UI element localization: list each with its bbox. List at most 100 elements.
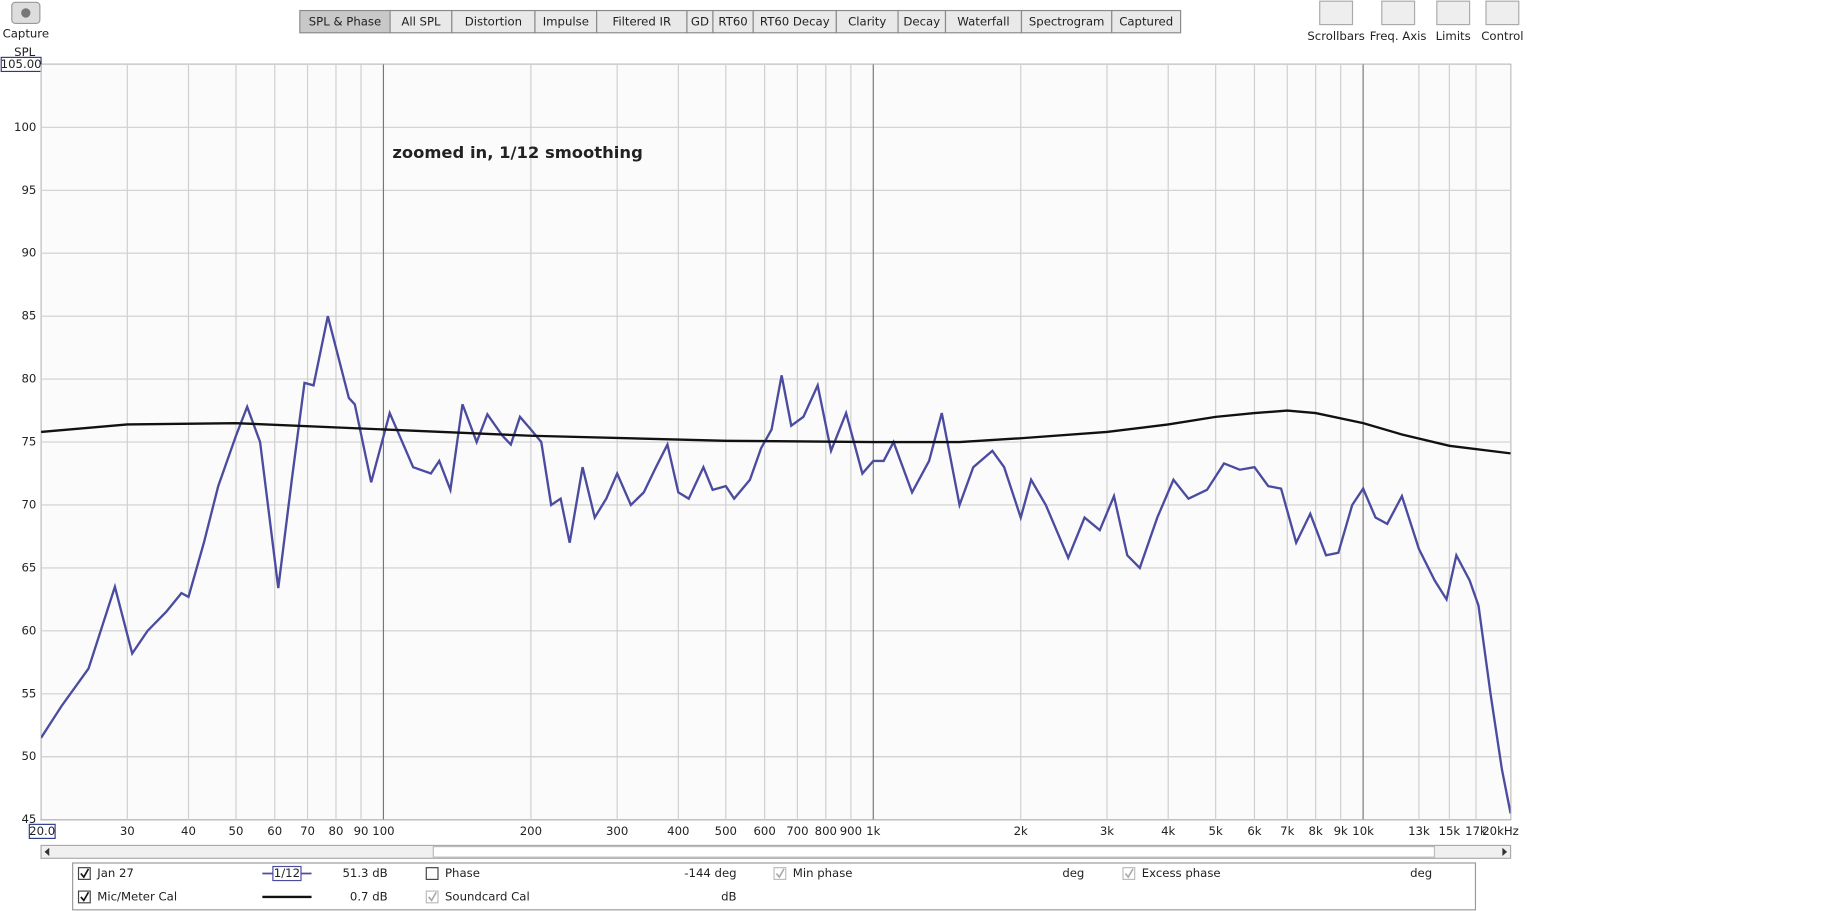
- checkbox[interactable]: [1122, 867, 1136, 880]
- x-tick-label: 40: [181, 824, 196, 838]
- check-mark: [1124, 868, 1134, 879]
- smoothing-label[interactable]: 1/12: [274, 866, 300, 880]
- legend-level: 51.3 dB: [342, 866, 387, 880]
- toolbar: Scrollbars Freq. Axis Limits Control: [1307, 0, 1524, 43]
- x-tick-label: 500: [715, 824, 737, 838]
- x-tick-label: 100: [372, 824, 394, 838]
- series-line: [41, 409, 1511, 455]
- tab-label[interactable]: Impulse: [543, 15, 589, 29]
- tab-label[interactable]: Captured: [1119, 15, 1173, 29]
- x-tick-label: 2k: [1014, 824, 1028, 838]
- tab-label[interactable]: Waterfall: [957, 15, 1009, 29]
- tool-icon[interactable]: [1381, 0, 1416, 26]
- annotation: zoomed in, 1/12 smoothing: [392, 143, 642, 162]
- x-tick-label: 7k: [1280, 824, 1294, 838]
- y-tick-label: 75: [21, 435, 36, 449]
- grid: 45 50 55 60 65 70 75 80 85 90 95 100 105.00 20.0 30 40 5…: [0, 56, 1519, 839]
- y-tick-label: 90: [21, 246, 36, 260]
- x-tick-label: 3k: [1100, 824, 1114, 838]
- scrollbar-thumb[interactable]: [432, 846, 1436, 858]
- x-tick-label: 15k: [1439, 824, 1461, 838]
- x-tick-label: 800: [815, 824, 837, 838]
- y-tick-label: 85: [21, 309, 36, 323]
- x-tick-label: 200: [520, 824, 542, 838]
- checkbox[interactable]: [77, 890, 91, 904]
- x-tick-label: 900: [840, 824, 862, 838]
- checkbox[interactable]: [773, 867, 787, 880]
- smoothing-box[interactable]: [272, 865, 302, 882]
- tab-label[interactable]: RT60: [718, 15, 747, 29]
- tab-label[interactable]: SPL & Phase: [309, 15, 381, 29]
- x-tick-label: 400: [667, 824, 689, 838]
- curves: [41, 315, 1511, 814]
- limit-box: [28, 823, 56, 839]
- tool-icon[interactable]: [1436, 0, 1471, 26]
- phase-label: Phase: [445, 866, 480, 880]
- min-phase-label: Min phase: [793, 866, 853, 880]
- y-tick-label: 70: [21, 497, 36, 511]
- tab-label[interactable]: Spectrogram: [1029, 15, 1105, 29]
- legend-name: Jan 27: [96, 866, 134, 880]
- legend-level: 0.7 dB: [350, 889, 388, 903]
- tool-icon[interactable]: [1319, 0, 1354, 26]
- tab[interactable]: [1111, 9, 1182, 34]
- tool-label[interactable]: Limits: [1436, 29, 1471, 43]
- check-mark: [80, 891, 90, 902]
- tool-icon[interactable]: [1485, 0, 1520, 26]
- legend-name: Mic/Meter Cal: [97, 889, 177, 903]
- excess-phase-label: Excess phase: [1142, 866, 1221, 880]
- x-tick-label: 30: [120, 824, 135, 838]
- x-tick-label: 80: [329, 824, 344, 838]
- x-tick-label: 700: [786, 824, 808, 838]
- tab-label[interactable]: Distortion: [465, 15, 522, 29]
- x-tick-label: 8k: [1309, 824, 1323, 838]
- x-tick-label: 13k: [1408, 824, 1430, 838]
- min-phase-unit: deg: [1062, 866, 1084, 880]
- tool-label[interactable]: Scrollbars: [1307, 29, 1365, 43]
- x-tick-label: 6k: [1247, 824, 1261, 838]
- y-tick-label: 95: [21, 183, 36, 197]
- legend: Jan 27 Mic/Meter Cal 1/12 51.3 dB 0.7 dB Phas…: [77, 865, 1432, 904]
- y-axis-label: SPL: [14, 45, 35, 59]
- check-mark: [775, 868, 785, 879]
- tab-label[interactable]: RT60 Decay: [760, 15, 830, 29]
- x-tick-label: 20kHz: [1482, 824, 1519, 838]
- tab-label[interactable]: GD: [691, 15, 709, 29]
- x-tick-label: 5k: [1209, 824, 1223, 838]
- checkbox[interactable]: [425, 890, 439, 904]
- x-tick-label: 600: [753, 824, 775, 838]
- series-line: [41, 315, 1511, 814]
- tab-bar: SPL & Phase All SPL Distortion Impulse Filte…: [299, 9, 1182, 34]
- soundcard-label: Soundcard Cal: [445, 889, 530, 903]
- check-mark: [80, 868, 90, 879]
- tab-label[interactable]: Filtered IR: [613, 15, 672, 29]
- x-tick-label: 4k: [1161, 824, 1175, 838]
- tool-label[interactable]: Control: [1481, 29, 1523, 43]
- x-tick-label: 17k: [1465, 824, 1487, 838]
- y-tick-label: 80: [21, 372, 36, 386]
- y-tick-label: 65: [21, 560, 36, 574]
- y-tick-label: 60: [21, 623, 36, 637]
- x-tick-label: 1k: [866, 824, 880, 838]
- checkbox[interactable]: [425, 867, 439, 880]
- y-tick-label: 45: [21, 812, 36, 826]
- checkbox[interactable]: [77, 867, 91, 880]
- excess-phase-unit: deg: [1410, 866, 1432, 880]
- x-tick-label: 10k: [1352, 824, 1374, 838]
- x-tick-label: 9k: [1334, 824, 1348, 838]
- tab-label[interactable]: All SPL: [401, 15, 441, 29]
- soundcard-unit: dB: [721, 889, 736, 903]
- x-tick-label: 60: [267, 824, 282, 838]
- tool-label[interactable]: Freq. Axis: [1370, 29, 1427, 43]
- x-tick-label: 90: [354, 824, 369, 838]
- tab-label[interactable]: Clarity: [848, 15, 886, 29]
- tab-label[interactable]: Decay: [903, 15, 940, 29]
- x-tick-label: 70: [300, 824, 315, 838]
- y-tick-label: 50: [21, 749, 36, 763]
- y-tick-label: 100: [14, 120, 36, 134]
- phase-value: -144 deg: [684, 866, 736, 880]
- check-mark: [427, 891, 437, 902]
- y-tick-label: 105.00: [1, 57, 42, 71]
- capture-label[interactable]: Capture: [3, 26, 49, 40]
